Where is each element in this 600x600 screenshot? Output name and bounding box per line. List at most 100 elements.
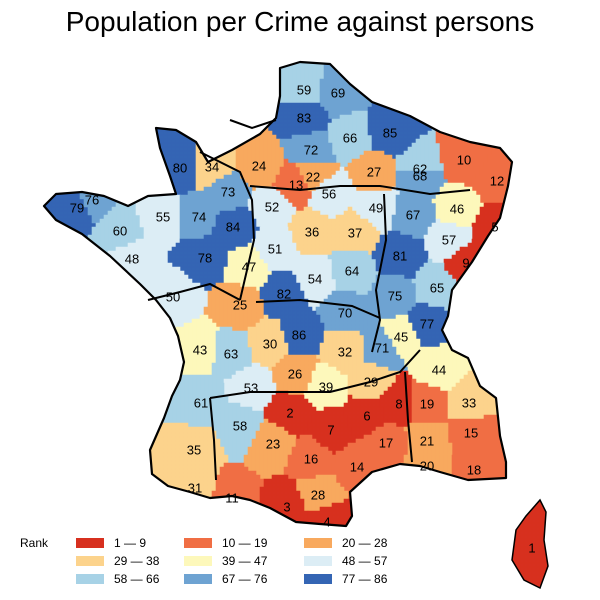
department-rank-label: 19 bbox=[420, 397, 434, 412]
region-border bbox=[199, 151, 256, 301]
department-rank-label: 69 bbox=[331, 86, 345, 101]
legend-range-label: 1 — 9 bbox=[114, 536, 146, 550]
department-rank-label: 83 bbox=[297, 111, 311, 126]
department-region[interactable] bbox=[403, 422, 453, 456]
department-rank-label: 29 bbox=[364, 375, 378, 390]
department-rank-label: 56 bbox=[322, 187, 336, 202]
department-region[interactable] bbox=[443, 238, 560, 332]
department-rank-label: 12 bbox=[490, 174, 504, 189]
region-border bbox=[371, 193, 388, 353]
department-rank-label: 7 bbox=[327, 423, 334, 438]
region-border bbox=[209, 397, 217, 481]
legend-range-label: 39 — 47 bbox=[222, 554, 268, 568]
legend-swatch bbox=[76, 556, 104, 566]
department-rank-label: 52 bbox=[265, 200, 279, 215]
department-rank-label: 86 bbox=[292, 328, 306, 343]
department-rank-label: 71 bbox=[375, 341, 389, 356]
department-rank-label: 54 bbox=[308, 272, 322, 287]
department-region[interactable] bbox=[211, 402, 265, 464]
department-rank-label: 39 bbox=[319, 380, 333, 395]
legend-range-label: 48 — 57 bbox=[342, 554, 388, 568]
department-rank-label: 24 bbox=[252, 159, 266, 174]
department-region[interactable] bbox=[307, 166, 357, 220]
department-rank-label: 59 bbox=[297, 83, 311, 98]
department-rank-label: 68 bbox=[413, 169, 427, 184]
legend-range-label: 20 — 28 bbox=[342, 536, 388, 550]
department-rank-label: 18 bbox=[467, 463, 481, 478]
department-rank-label: 14 bbox=[350, 460, 364, 475]
department-rank-label: 50 bbox=[166, 290, 180, 305]
department-rank-label: 9 bbox=[462, 256, 469, 271]
department-rank-label: 37 bbox=[348, 226, 362, 241]
region-border bbox=[249, 185, 471, 196]
department-rank-label: 64 bbox=[345, 264, 359, 279]
region-border bbox=[209, 349, 421, 399]
region-border bbox=[229, 119, 277, 130]
department-rank-label: 74 bbox=[192, 210, 206, 225]
department-rank-label: 27 bbox=[367, 165, 381, 180]
department-rank-label: 67 bbox=[406, 208, 420, 223]
legend-swatch bbox=[184, 556, 212, 566]
department-rank-label: 11 bbox=[225, 491, 239, 506]
legend-swatch bbox=[304, 556, 332, 566]
department-rank-label: 57 bbox=[442, 233, 456, 248]
department-rank-label: 5 bbox=[491, 220, 498, 235]
department-rank-label: 82 bbox=[277, 287, 291, 302]
legend-range-label: 77 — 86 bbox=[342, 572, 388, 586]
department-rank-label: 48 bbox=[125, 252, 139, 267]
department-region[interactable] bbox=[247, 186, 297, 228]
department-region[interactable] bbox=[295, 474, 349, 512]
legend: Rank 1 — 9 10 — 19 20 — 28 29 — 38 39 — 47 48 … bbox=[20, 536, 388, 586]
department-rank-label: 31 bbox=[188, 481, 202, 496]
department-region[interactable] bbox=[40, 234, 169, 392]
department-rank-label: 53 bbox=[244, 381, 258, 396]
department-region[interactable] bbox=[243, 418, 297, 480]
department-rank-label: 49 bbox=[369, 201, 383, 216]
department-rank-label: 25 bbox=[233, 298, 247, 313]
department-region[interactable] bbox=[327, 250, 381, 296]
department-rank-label: 70 bbox=[338, 306, 352, 321]
department-rank-label: 15 bbox=[464, 426, 478, 441]
map-title: Population per Crime against persons bbox=[65, 6, 535, 37]
department-rank-label: 4 bbox=[323, 515, 330, 530]
legend-swatch bbox=[184, 538, 212, 548]
legend-title: Rank bbox=[20, 536, 49, 550]
department-rank-label: 84 bbox=[226, 220, 240, 235]
department-region[interactable] bbox=[271, 158, 313, 212]
region-border bbox=[404, 371, 413, 463]
department-region[interactable] bbox=[331, 206, 381, 256]
department-region[interactable] bbox=[343, 394, 389, 440]
department-rank-label: 72 bbox=[304, 143, 318, 158]
department-rank-label: 28 bbox=[311, 488, 325, 503]
department-region[interactable] bbox=[471, 55, 560, 208]
department-rank-label: 62 bbox=[413, 162, 427, 177]
department-region[interactable] bbox=[279, 130, 337, 164]
department-rank-label: 80 bbox=[173, 161, 187, 176]
department-rank-label: 47 bbox=[242, 260, 256, 275]
department-region[interactable] bbox=[211, 326, 253, 384]
department-rank-label: 73 bbox=[221, 185, 235, 200]
department-region[interactable] bbox=[203, 282, 265, 332]
department-rank-label: 61 bbox=[194, 396, 208, 411]
department-rank-label: 45 bbox=[394, 330, 408, 345]
department-rank-label: 33 bbox=[462, 396, 476, 411]
department-rank-label: 44 bbox=[432, 363, 446, 378]
department-rank-label: 20 bbox=[420, 459, 434, 474]
department-region[interactable] bbox=[419, 466, 560, 600]
legend-swatch bbox=[76, 538, 104, 548]
department-rank-label: 8 bbox=[395, 397, 402, 412]
legend-range-label: 67 — 76 bbox=[222, 572, 268, 586]
department-region[interactable] bbox=[471, 202, 560, 308]
legend-swatch bbox=[184, 574, 212, 584]
department-region[interactable] bbox=[411, 378, 449, 424]
legend-swatch bbox=[76, 574, 104, 584]
department-rank-label: 21 bbox=[420, 434, 434, 449]
department-rank-label: 34 bbox=[205, 160, 219, 175]
department-region[interactable] bbox=[167, 234, 229, 292]
region-border bbox=[255, 298, 381, 319]
department-region[interactable] bbox=[395, 170, 449, 200]
department-region[interactable] bbox=[315, 290, 377, 332]
legend-swatch bbox=[304, 538, 332, 548]
region-border bbox=[147, 282, 241, 301]
